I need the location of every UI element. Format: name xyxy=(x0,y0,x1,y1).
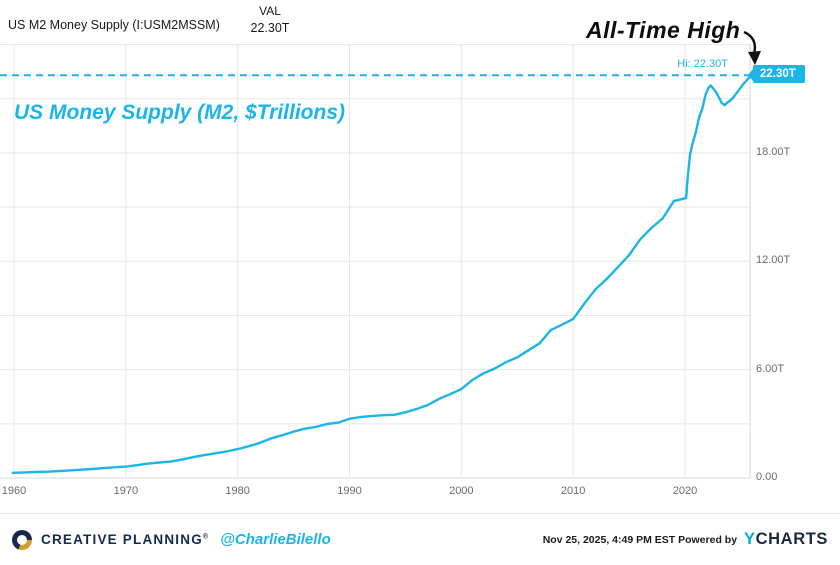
creative-planning-logo-icon xyxy=(12,529,32,550)
ycharts-logo-y: Y xyxy=(744,530,756,548)
footer-brand-group: CREATIVE PLANNING® @CharlieBilello xyxy=(12,529,331,550)
ycharts-logo: YCHARTS xyxy=(744,530,828,549)
val-column-header: VAL xyxy=(259,4,281,18)
registered-mark: ® xyxy=(202,533,210,541)
x-tick-label: 2000 xyxy=(449,485,474,497)
y-axis-labels: 18.00T 12.00T 6.00T 0.00 xyxy=(756,0,836,505)
chart-plot xyxy=(0,30,761,479)
x-tick-label: 1990 xyxy=(337,485,362,497)
val-current-value: 22.30T xyxy=(250,21,290,35)
m2-series-line xyxy=(11,74,753,474)
y-tick-label: 6.00T xyxy=(756,362,785,375)
creative-planning-brand: CREATIVE PLANNING® xyxy=(41,532,209,547)
twitter-handle: @CharlieBilello xyxy=(220,531,331,548)
x-axis-labels: 1960 1970 1980 1990 2000 2010 2020 xyxy=(0,485,840,501)
series-legend-label: US M2 Money Supply (I:USM2MSSM) xyxy=(8,18,220,32)
hi-value-label: Hi: 22.30T xyxy=(677,58,728,70)
x-tick-label: 1970 xyxy=(113,485,139,497)
all-time-high-arrow xyxy=(743,30,757,55)
chart-title-overlay: US Money Supply (M2, $Trillions) xyxy=(14,101,345,124)
powered-by-label: Powered by xyxy=(678,533,738,546)
footer: CREATIVE PLANNING® @CharlieBilello Nov 2… xyxy=(0,513,840,565)
footer-attribution-group: Nov 25, 2025, 4:49 PM EST Powered by YCH… xyxy=(543,530,828,549)
x-tick-label: 1980 xyxy=(225,485,250,497)
x-tick-label: 2010 xyxy=(560,485,586,497)
y-tick-label: 0.00 xyxy=(756,471,778,483)
y-tick-label: 18.00T xyxy=(756,145,791,158)
y-tick-label: 12.00T xyxy=(756,254,791,267)
x-tick-label: 2020 xyxy=(672,485,698,497)
hi-value-badge: 22.30T xyxy=(748,65,805,83)
val-column: VAL 22.30T xyxy=(236,4,304,35)
x-tick-label: 1960 xyxy=(1,485,27,497)
timestamp-and-powered-by: Nov 25, 2025, 4:49 PM EST Powered by xyxy=(543,534,737,546)
timestamp: Nov 25, 2025, 4:49 PM EST xyxy=(542,533,676,546)
all-time-high-arrowhead xyxy=(748,51,761,65)
all-time-high-annotation: All-Time High xyxy=(586,17,741,43)
ycharts-logo-charts: CHARTS xyxy=(755,530,828,548)
creative-planning-brand-text: CREATIVE PLANNING xyxy=(41,532,203,547)
creative-planning-logo-hole xyxy=(17,534,27,545)
